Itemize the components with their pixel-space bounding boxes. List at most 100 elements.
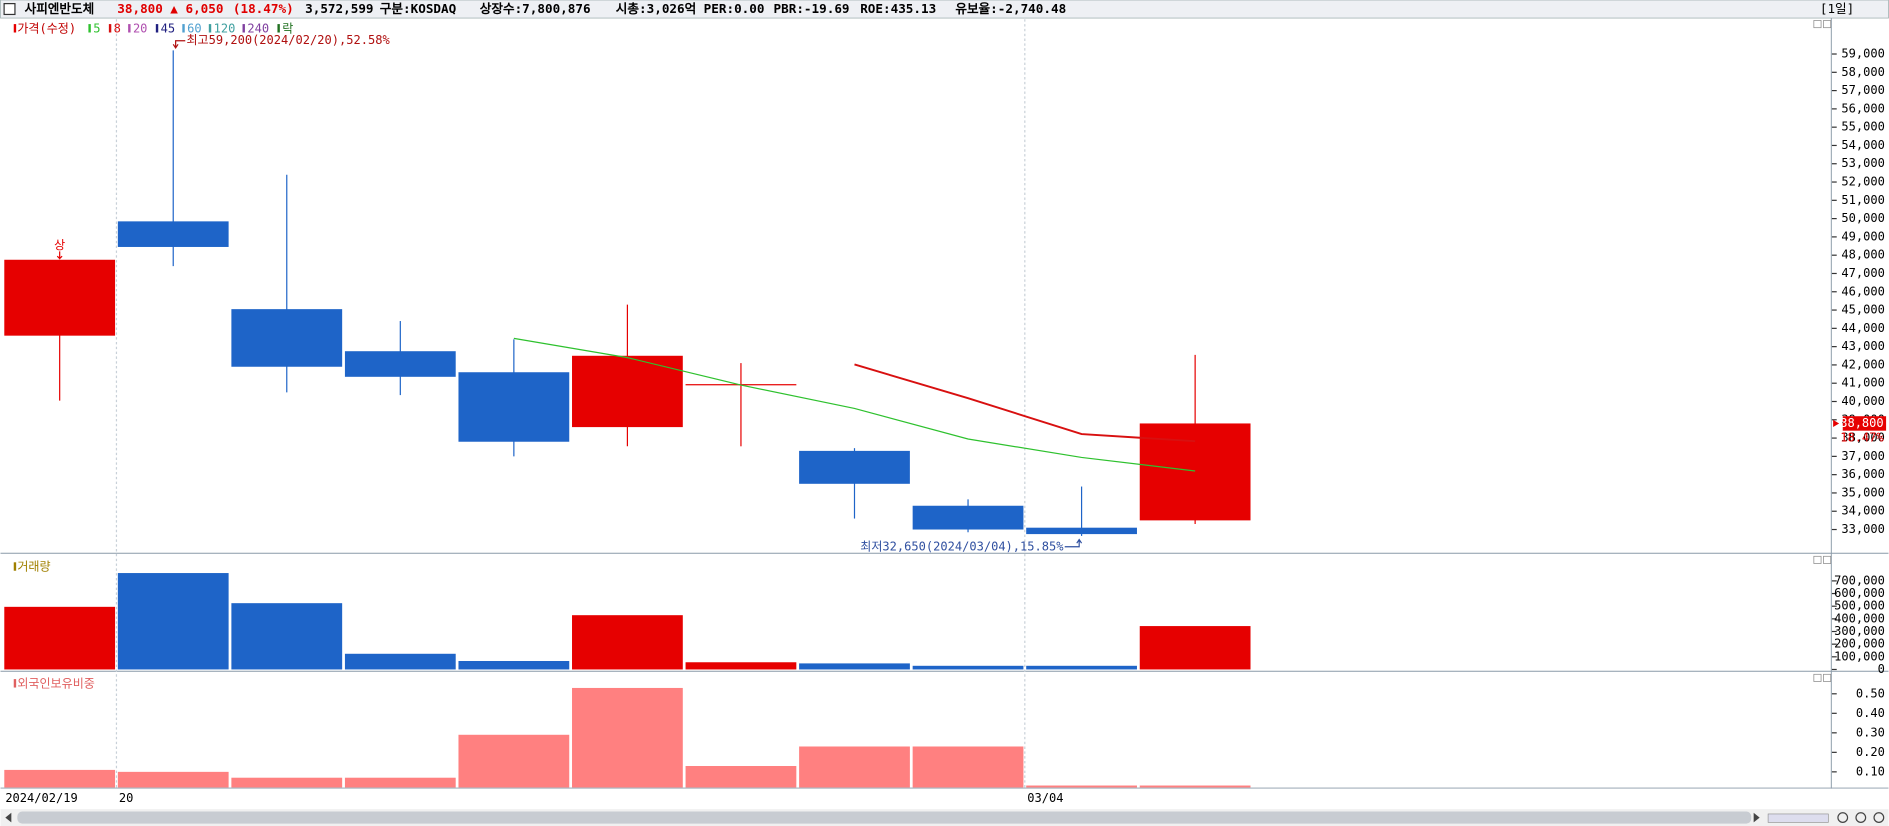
y-tick-label: 500,000 xyxy=(1834,599,1885,613)
limit-up-arrow xyxy=(56,251,63,260)
legend-swatch xyxy=(155,24,159,33)
bar xyxy=(799,663,910,670)
bar xyxy=(344,777,456,788)
moving-average xyxy=(854,363,1196,443)
y-tick-label: 600,000 xyxy=(1834,586,1885,600)
bar xyxy=(685,662,797,670)
y-tick-label: 42,000 xyxy=(1841,357,1884,371)
legend-label: 120 xyxy=(214,21,236,35)
legend-swatch xyxy=(88,24,91,33)
price: 38,800 xyxy=(117,1,163,16)
candle-body xyxy=(458,372,570,442)
y-tick-label: 58,000 xyxy=(1841,65,1884,79)
annotation: 최고59,200(2024/02/20),52.58% xyxy=(186,33,390,47)
y-tick-label: 51,000 xyxy=(1841,193,1884,207)
x-tick-label: 2024/02/19 xyxy=(5,791,77,805)
y-tick-label: 55,000 xyxy=(1841,120,1884,134)
y-tick-label: 40,000 xyxy=(1841,394,1884,408)
y-tick-label: 700,000 xyxy=(1834,573,1885,587)
y-tick-label: 400,000 xyxy=(1834,611,1885,625)
period-button[interactable]: [1일] xyxy=(1820,1,1854,16)
legend-swatch xyxy=(242,24,245,33)
bar xyxy=(4,769,116,788)
bar xyxy=(117,771,229,788)
scroll-right[interactable] xyxy=(1753,812,1760,823)
bar xyxy=(231,603,343,670)
y-tick-label: 52,000 xyxy=(1841,175,1884,189)
panel-button[interactable] xyxy=(1823,20,1832,29)
panel-button[interactable] xyxy=(1813,673,1822,682)
legend-label: 45 xyxy=(161,21,176,35)
bar xyxy=(458,660,570,670)
legend-swatch xyxy=(108,24,112,33)
bar xyxy=(1026,665,1137,670)
y-tick-label: 57,000 xyxy=(1841,83,1884,97)
y-tick-label: 0.30 xyxy=(1856,725,1885,739)
y-tick-label: 46,000 xyxy=(1841,284,1884,298)
y-tick-label: 50,000 xyxy=(1841,211,1884,225)
price-marker-pct: 18.47% xyxy=(1840,430,1884,444)
annotation-arrow xyxy=(172,40,186,50)
change: ▲ 6,050 xyxy=(170,1,223,16)
moving-average xyxy=(513,337,1196,472)
panel-button[interactable] xyxy=(1813,20,1822,29)
y-tick-label: 41,000 xyxy=(1841,376,1884,390)
candle-body xyxy=(117,221,229,247)
annotation: 최저32,650(2024/03/04),15.85% xyxy=(860,539,1064,553)
zoom-icon[interactable] xyxy=(1837,812,1849,823)
checkbox[interactable] xyxy=(3,3,16,16)
legend-swatch xyxy=(13,562,17,571)
legend-label: 60 xyxy=(187,21,202,35)
legend-label: 20 xyxy=(133,21,148,35)
candle-body xyxy=(799,450,910,484)
y-tick-label: 35,000 xyxy=(1841,485,1884,499)
y-tick-label: 33,000 xyxy=(1841,522,1884,536)
y-tick-label: 59,000 xyxy=(1841,47,1884,61)
bar xyxy=(4,606,116,670)
y-tick-label: 37,000 xyxy=(1841,449,1884,463)
pbr: PBR:-19.69 xyxy=(774,1,850,16)
y-tick-label: 0.20 xyxy=(1856,745,1885,759)
scroll-thumb[interactable] xyxy=(17,811,1752,824)
zoom-slider[interactable] xyxy=(1767,813,1829,823)
bar xyxy=(344,653,456,670)
bar xyxy=(1026,785,1137,788)
bar xyxy=(1139,626,1251,670)
legend-title: 가격(수정) xyxy=(17,21,76,35)
bar xyxy=(458,734,570,788)
y-tick-label: 56,000 xyxy=(1841,101,1884,115)
y-tick-label: 100,000 xyxy=(1834,649,1885,663)
bar xyxy=(572,615,683,670)
panel-button[interactable] xyxy=(1823,555,1832,564)
panel-title: 거래량 xyxy=(17,560,50,574)
bar xyxy=(117,573,229,670)
market-cap: 시총:3,026억 xyxy=(616,1,696,16)
limit-up-mark: 상 xyxy=(54,238,65,252)
y-tick-label: 47,000 xyxy=(1841,266,1884,280)
price-marker: 38,800 xyxy=(1840,416,1883,430)
bar xyxy=(685,766,797,788)
legend-swatch xyxy=(182,24,185,33)
scrollbar xyxy=(0,809,1889,826)
header-bar: 사피엔반도체 38,800 ▲ 6,050 (18.47%) 3,572,599… xyxy=(0,0,1889,19)
panel-button[interactable] xyxy=(1813,555,1822,564)
legend-swatch xyxy=(277,24,280,33)
price-marker-arrow xyxy=(1833,419,1840,428)
y-tick-label: 36,000 xyxy=(1841,467,1884,481)
y-tick-label: 0.10 xyxy=(1856,764,1885,778)
bar xyxy=(912,665,1024,670)
roe: ROE:435.13 xyxy=(860,1,936,16)
scroll-left[interactable] xyxy=(5,812,12,823)
legend-swatch xyxy=(13,679,17,688)
y-tick-label: 53,000 xyxy=(1841,156,1884,170)
y-tick-label: 49,000 xyxy=(1841,229,1884,243)
candle-body xyxy=(231,309,343,367)
market: 구분:KOSDAQ xyxy=(380,1,457,16)
panel-title: 외국인보유비중 xyxy=(17,676,94,690)
panel-button[interactable] xyxy=(1823,673,1832,682)
candle-body xyxy=(344,351,456,377)
legend-label: 락 xyxy=(282,21,293,35)
zoom-icon[interactable] xyxy=(1855,812,1867,823)
zoom-icon[interactable] xyxy=(1873,812,1885,823)
